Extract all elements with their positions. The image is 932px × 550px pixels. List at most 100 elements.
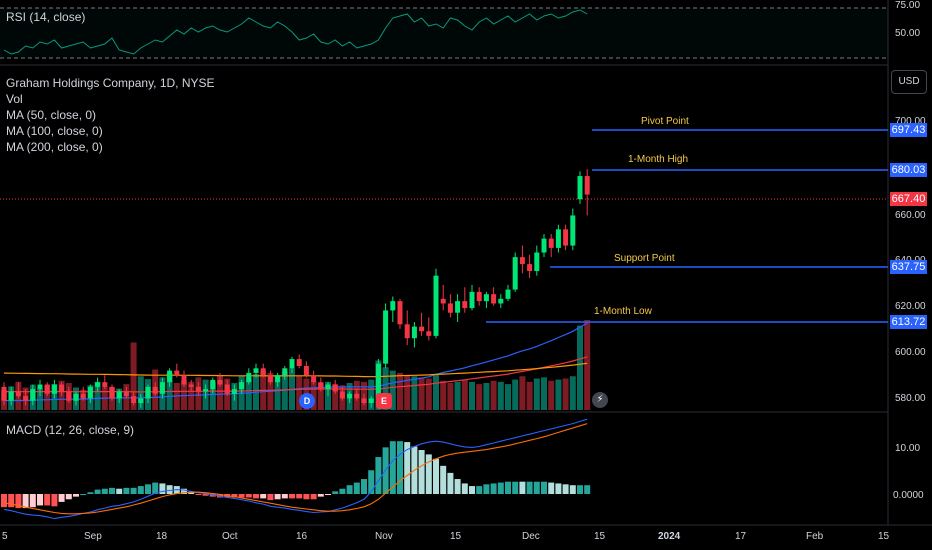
candle-body	[116, 391, 122, 399]
flash-event-icon[interactable]: ⚡	[592, 392, 608, 408]
macd-histogram-bar	[80, 494, 87, 495]
ma100-indicator-label[interactable]: MA (100, close, 0)	[6, 124, 103, 138]
candle-body	[563, 229, 569, 246]
candle-body	[181, 375, 187, 385]
macd-histogram-bar	[267, 494, 274, 501]
candle-body	[188, 384, 194, 387]
candle-body	[462, 301, 468, 309]
candle-body	[548, 238, 554, 248]
ma200-indicator-label[interactable]: MA (200, close, 0)	[6, 140, 103, 154]
pivot-point-label: Pivot Point	[641, 116, 689, 127]
macd-histogram-bar	[109, 487, 115, 494]
candle-body	[455, 301, 461, 313]
macd-histogram-bar	[425, 454, 432, 494]
volume-bar	[368, 379, 375, 410]
macd-histogram-bar	[245, 494, 252, 498]
candle-body	[476, 291, 482, 302]
candle-body	[275, 375, 281, 383]
candle-body	[138, 398, 144, 404]
x-tick-15c: 15	[878, 531, 890, 542]
candle-body	[260, 368, 266, 376]
macd-histogram-bar	[361, 479, 367, 494]
volume-bar	[217, 375, 223, 410]
macd-line	[3, 418, 588, 520]
candle-body	[419, 326, 425, 332]
chart-title[interactable]: Graham Holdings Company, 1D, NYSE	[6, 76, 215, 90]
macd-histogram-bar	[296, 494, 303, 499]
macd-histogram-bar	[555, 483, 562, 494]
macd-histogram-bar	[512, 481, 519, 494]
candle-body	[224, 384, 230, 394]
macd-histogram-bar	[497, 482, 504, 494]
candle-body	[426, 331, 432, 336]
macd-histogram-bar	[202, 494, 209, 496]
candle-body	[339, 391, 345, 399]
macd-histogram-bar	[8, 494, 15, 508]
volume-bar	[332, 384, 339, 410]
candle-body	[325, 384, 331, 390]
volume-bar	[418, 377, 425, 410]
volume-bar	[130, 342, 137, 410]
macd-indicator-label[interactable]: MACD (12, 26, close, 9)	[6, 423, 135, 437]
macd-histogram-bar	[58, 494, 65, 502]
candle-body	[404, 324, 410, 339]
macd-histogram-bar	[152, 482, 159, 494]
candle-body	[433, 275, 439, 336]
candle-body	[152, 386, 158, 394]
candle-body	[59, 384, 65, 392]
dividend-event-icon[interactable]: D	[299, 393, 315, 409]
volume-bar	[569, 376, 576, 410]
macd-histogram-bar	[433, 458, 439, 494]
candle-body	[289, 359, 295, 369]
macd-histogram-bar	[418, 450, 425, 494]
macd-histogram-bar	[325, 494, 331, 495]
x-tick-sep: Sep	[84, 531, 102, 542]
macd-histogram-bar	[137, 486, 144, 494]
volume-bar	[584, 320, 591, 410]
candle-body	[159, 382, 165, 394]
pivot-price-tag: 697.43	[890, 123, 927, 137]
candle-body	[23, 396, 29, 401]
price-tick-600: 600.00	[895, 347, 926, 358]
candle-body	[411, 326, 417, 339]
candle-body	[469, 291, 475, 309]
ma50-indicator-label[interactable]: MA (50, close, 0)	[6, 108, 97, 122]
x-tick-18: 18	[156, 531, 168, 542]
candle-body	[534, 252, 540, 272]
macd-histogram-bar	[541, 481, 547, 494]
volume-bar	[425, 378, 432, 410]
macd-histogram-bar	[346, 485, 353, 494]
x-tick-2024: 2024	[658, 531, 681, 542]
volume-indicator-label[interactable]: Vol	[6, 92, 23, 106]
candle-body	[1, 386, 7, 401]
candle-body	[584, 176, 590, 195]
candle-body	[95, 382, 101, 387]
candle-body	[30, 389, 36, 401]
earnings-event-icon[interactable]: E	[376, 393, 392, 409]
rsi-indicator-label[interactable]: RSI (14, close)	[6, 10, 86, 24]
macd-histogram-bar	[44, 494, 51, 506]
x-tick-oct: Oct	[222, 531, 238, 542]
candle-body	[51, 384, 57, 394]
currency-button[interactable]: USD	[891, 70, 927, 94]
macd-histogram-bar	[375, 457, 382, 494]
candle-body	[303, 365, 309, 376]
rsi-band	[0, 8, 888, 58]
macd-histogram-bar	[166, 485, 173, 494]
candle-body	[577, 176, 583, 200]
candle-body	[44, 384, 50, 394]
candle-body	[80, 393, 86, 399]
macd-histogram-bar	[130, 487, 137, 494]
macd-histogram-bar	[584, 485, 591, 494]
x-tick-nov: Nov	[375, 531, 393, 542]
candle-body	[246, 372, 252, 383]
volume-bar	[44, 385, 51, 410]
macd-tick-10: 10.00	[895, 443, 921, 454]
macd-histogram-bar	[317, 494, 324, 497]
candle-body	[73, 393, 79, 401]
x-tick-5: 5	[2, 531, 8, 542]
candle-body	[512, 257, 518, 290]
month-low-label: 1-Month Low	[594, 306, 652, 317]
ma200-line	[3, 362, 588, 378]
